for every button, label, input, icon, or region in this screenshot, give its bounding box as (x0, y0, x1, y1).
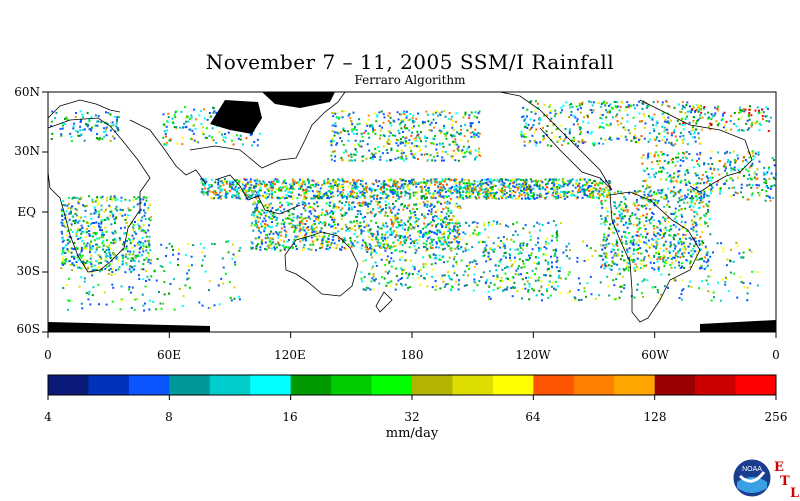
etl-letter-l: L (790, 486, 799, 501)
colorbar-tick-64: 64 (513, 410, 553, 424)
colorbar-cell (48, 375, 89, 395)
colorbar-cell (736, 375, 777, 395)
colorbar-cell (372, 375, 413, 395)
etl-letter-e: E (774, 460, 784, 475)
colorbar-cell (331, 375, 372, 395)
colorbar-tick-8: 8 (149, 410, 189, 424)
colorbar-cell (614, 375, 655, 395)
colorbar-tick-32: 32 (392, 410, 432, 424)
colorbar-cell (493, 375, 534, 395)
colorbar-cell (412, 375, 453, 395)
colorbar-cell (533, 375, 574, 395)
colorbar-cell (169, 375, 210, 395)
noaa-logo: NOAA (732, 458, 772, 498)
colorbar-cell (250, 375, 291, 395)
etl-letter-t: T (780, 474, 790, 489)
colorbar-tick-16: 16 (270, 410, 310, 424)
colorbar-cell (88, 375, 129, 395)
colorbar (0, 0, 800, 420)
colorbar-cell (574, 375, 615, 395)
colorbar-cell (129, 375, 170, 395)
colorbar-cell (291, 375, 332, 395)
colorbar-cell (695, 375, 736, 395)
colorbar-units: mm/day (362, 426, 462, 441)
colorbar-cell (452, 375, 493, 395)
colorbar-cell (210, 375, 251, 395)
colorbar-tick-256: 256 (756, 410, 796, 424)
noaa-logo-text: NOAA (742, 466, 762, 473)
colorbar-cell (655, 375, 696, 395)
colorbar-tick-4: 4 (28, 410, 68, 424)
colorbar-tick-128: 128 (635, 410, 675, 424)
